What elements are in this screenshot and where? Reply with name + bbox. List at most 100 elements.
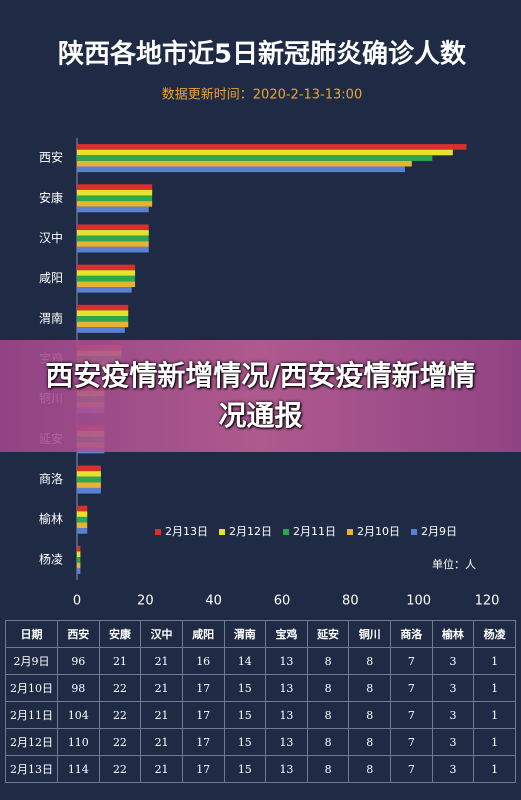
table-row: 2月11日 104 22 21 17 15 13 8 8 7 3 1 [5,701,516,729]
table-cell: 21 [140,755,183,783]
bar [77,551,81,558]
bar [77,482,101,488]
data-table: 日期 西安 安康 汉中 咸阳 渭南 宝鸡 延安 铜川 商洛 榆林 杨凌 2月9日 96 21 21 16 14 1… [5,620,516,783]
bar [77,235,149,242]
table-cell: 1 [473,755,516,783]
table-row: 2月13日 114 22 21 17 15 13 8 8 7 3 1 [5,755,516,783]
bar [77,155,433,161]
table-cell: 17 [181,755,225,783]
y-tick-label: 商洛 [39,471,63,486]
legend-swatch [155,529,161,535]
bar [77,516,88,523]
table-header-cell: 延安 [306,620,350,648]
table-cell: 7 [390,701,433,729]
table-cell: 114 [57,755,100,783]
table-cell: 2月9日 [5,647,58,675]
bar [77,321,129,328]
table-cell: 3 [431,728,475,756]
table-cell: 3 [431,755,475,783]
table-cell: 1 [473,728,516,756]
table-cell: 96 [57,647,100,675]
y-tick-label: 渭南 [39,310,63,325]
table-cell: 21 [140,728,183,756]
legend-swatch [347,529,353,535]
legend-swatch [411,529,417,535]
table-cell: 21 [98,647,142,675]
bar [77,545,81,552]
table-cell: 1 [473,674,516,702]
table-cell: 15 [223,674,267,702]
table-cell: 7 [390,674,433,702]
bar [77,160,412,167]
legend-label: 2月13日 [165,525,208,538]
bar [77,287,132,293]
table-cell: 3 [431,701,475,729]
table-cell: 8 [306,674,350,702]
table-header-cell: 铜川 [348,620,391,648]
table-cell: 8 [348,647,391,675]
bar [77,201,153,207]
bar [77,224,149,231]
unit-label: 单位：人 [432,557,476,571]
x-tick-label: 100 [406,594,431,609]
y-tick-label: 杨凌 [39,551,63,566]
table-cell: 2月12日 [5,728,58,756]
table-cell: 22 [98,674,142,702]
legend-label: 2月12日 [229,525,272,538]
y-tick-label: 咸阳 [39,271,63,285]
table-cell: 13 [265,728,308,756]
table-header-cell: 宝鸡 [265,620,308,648]
chart: 陕西各地市近5日新冠肺炎确诊人数 数据更新时间：2020-2-13-13:00 … [39,39,499,609]
table-header-cell: 渭南 [223,620,267,648]
bar [77,195,153,202]
bar [77,149,453,156]
table-row: 2月12日 110 22 21 17 15 13 8 8 7 3 1 [5,728,516,756]
legend-label: 2月11日 [293,525,336,538]
table-cell: 8 [306,728,350,756]
bar [77,511,88,517]
table-header-cell: 咸阳 [181,620,225,648]
table-cell: 7 [390,728,433,756]
bar [77,270,136,276]
y-tick-label: 安康 [39,190,63,205]
table-cell: 13 [265,647,308,675]
table-header-cell: 杨凌 [473,620,516,648]
banner-text: 西安疫情新增情况/西安疫情新增情况通报 [45,359,476,432]
bar [77,144,467,150]
x-tick-label: 80 [342,594,359,609]
bar [77,304,129,311]
y-tick-label: 汉中 [39,230,63,245]
table-cell: 98 [57,674,100,702]
table-cell: 22 [98,728,142,756]
table-cell: 1 [473,647,516,675]
table-header-cell: 日期 [5,620,58,648]
table-cell: 14 [223,647,267,675]
table-cell: 22 [98,755,142,783]
table-header-cell: 西安 [57,620,100,648]
bar [77,310,129,317]
table-cell: 8 [306,755,350,783]
table-cell: 21 [140,647,183,675]
bar [77,281,136,288]
bar [77,246,149,253]
bar [77,184,153,190]
bar [77,505,88,512]
bar [77,471,101,477]
table-row: 2月10日 98 22 21 17 15 13 8 8 7 3 1 [5,674,516,702]
table-cell: 2月13日 [5,755,58,783]
bar [77,476,101,483]
table-cell: 21 [140,674,183,702]
table-header-cell: 商洛 [390,620,433,648]
chart-title: 陕西各地市近5日新冠肺炎确诊人数 [58,39,467,70]
bar [77,557,81,563]
table-row: 2月9日 96 21 21 16 14 13 8 8 7 3 1 [5,647,516,675]
bar [77,465,101,472]
legend-label: 2月9日 [421,525,457,538]
table-cell: 17 [181,674,225,702]
x-tick-label: 20 [137,594,154,609]
bar [77,568,81,574]
table-cell: 7 [390,755,433,783]
bar [77,316,129,322]
bar [77,562,81,569]
